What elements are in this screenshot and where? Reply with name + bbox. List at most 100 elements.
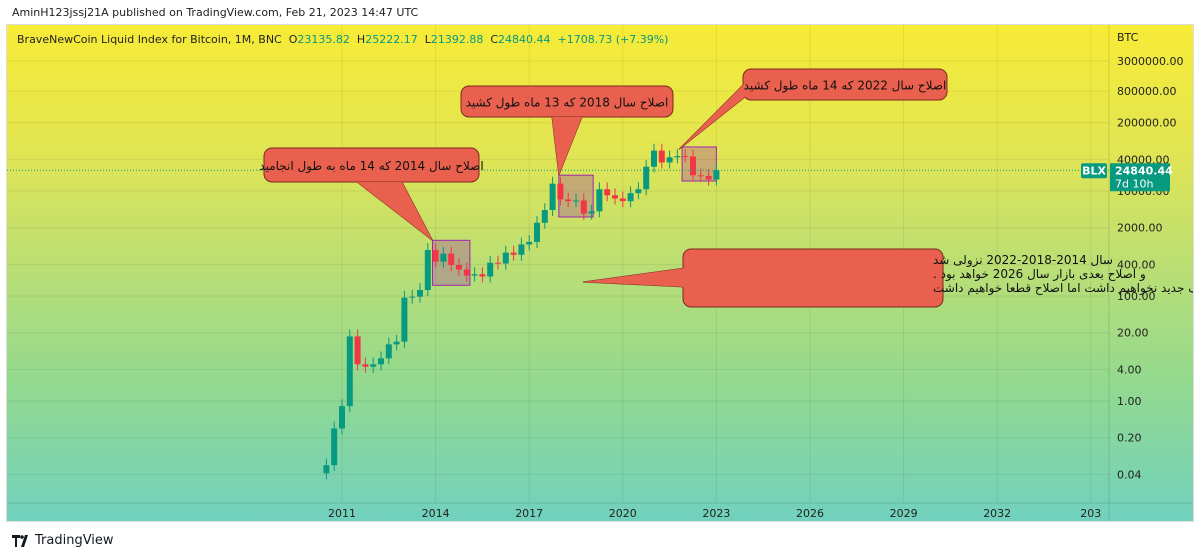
callout-text: و اصلاح بعدی بازار سال 2026 خواهد بود .: [933, 267, 1146, 282]
candle-body: [682, 156, 689, 158]
callout-annotation: اصلاح سال 2014 که 14 ماه به طول انجامید: [259, 147, 484, 241]
symbol-badge-text: BLX: [1082, 164, 1106, 177]
callout-annotation: سال 2014-2018-2022 نزولی شدو اصلاح بعدی …: [582, 248, 1194, 308]
candle-body: [596, 189, 603, 212]
candle-body: [487, 262, 494, 277]
legend-title: BraveNewCoin Liquid Index for Bitcoin, 1…: [17, 33, 282, 46]
y-tick-label: 2000.00: [1117, 222, 1163, 235]
candle-body: [573, 200, 579, 202]
callout-box: [682, 248, 944, 308]
candle-body: [604, 189, 611, 196]
x-tick-label: 2032: [983, 507, 1011, 520]
callout-annotation: اصلاح سال 2022 که 14 ماه طول کشید: [678, 68, 948, 150]
candle-body: [510, 252, 517, 255]
candle-body: [502, 252, 509, 264]
candle-body: [346, 336, 353, 407]
candle-body: [565, 199, 572, 202]
x-tick-label: 2026: [796, 507, 824, 520]
y-tick-label: 0.20: [1117, 432, 1142, 445]
candle-body: [479, 274, 486, 277]
candle-body: [401, 297, 408, 342]
candle-body: [705, 175, 712, 180]
callout-annotation: اصلاح سال 2018 که 13 ماه طول کشید: [460, 85, 674, 176]
callout-pointer-fill: [678, 83, 745, 150]
x-tick-label: 2017: [515, 507, 543, 520]
candle-body: [393, 341, 400, 345]
candle-body: [518, 244, 525, 255]
price-badge-box: [1110, 163, 1170, 192]
open-label: O: [288, 33, 298, 46]
candle-body: [580, 200, 587, 214]
y-tick-label: 100.00: [1117, 290, 1156, 303]
x-tick-label: 2029: [890, 507, 918, 520]
close-value: 24840.44: [498, 33, 551, 46]
callout-text: اصلاح سال 2022 که 14 ماه طول کشید: [744, 79, 947, 94]
low-label: L: [424, 33, 431, 46]
y-tick-label: 40000.00: [1117, 153, 1170, 166]
candle-body: [448, 253, 455, 265]
candle-body: [417, 290, 423, 297]
low-value: 21392.88: [430, 33, 484, 46]
candle-body: [323, 465, 330, 474]
candle-body: [526, 241, 533, 245]
chart-legend: BraveNewCoin Liquid Index for Bitcoin, 1…: [17, 33, 668, 46]
x-tick-label: 2020: [609, 507, 637, 520]
callout-pointer-fill: [552, 117, 582, 176]
candle-body: [370, 364, 377, 367]
price-badge-countdown: 7d 10h: [1115, 177, 1153, 190]
candle-body: [658, 150, 665, 163]
x-tick-label: 2014: [422, 507, 450, 520]
chart-frame[interactable]: 3000000.00 800000.00 200000.00 40000.00 1000…: [6, 24, 1194, 522]
candle-body: [440, 253, 447, 262]
candle-body: [463, 269, 470, 276]
x-tick-label: 2023: [702, 507, 730, 520]
y-tick-label: 1.00: [1117, 395, 1142, 408]
candle-body: [378, 358, 384, 365]
callout-text: اصلاح سال 2014 که 14 ماه به طول انجامید: [259, 159, 483, 174]
candle-body: [339, 406, 345, 429]
y-tick-label: 4.00: [1117, 363, 1142, 376]
callout-pointer-fill: [357, 182, 433, 241]
callout-text: اصلاح سال 2018 که 13 ماه طول کشید: [466, 96, 669, 111]
callout-text: سال 2014-2018-2022 نزولی شد: [933, 253, 1113, 268]
y-tick-label: 400.00: [1117, 258, 1156, 271]
chart-canvas[interactable]: 3000000.00800000.00200000.0040000.001000…: [7, 25, 1194, 522]
candle-body: [534, 222, 540, 242]
y-tick-label: 20.00: [1117, 327, 1149, 340]
y-tick-label: 800000.00: [1117, 85, 1177, 98]
x-tick-label: 2011: [328, 507, 356, 520]
y-tick-label: 0.04: [1117, 468, 1142, 481]
candle-body: [424, 250, 431, 291]
candle-body: [409, 296, 416, 298]
candle-body: [432, 250, 439, 262]
candle-body: [674, 156, 681, 158]
candle-body: [385, 344, 392, 359]
symbol-badge: [1081, 163, 1107, 179]
callout-pointer-fill: [583, 268, 685, 287]
y-tick-label: 200000.00: [1117, 117, 1177, 130]
candle-body: [549, 183, 556, 211]
high-label: H: [356, 33, 366, 46]
candle-body: [619, 198, 626, 202]
candle-body: [666, 157, 673, 163]
candle-body: [495, 262, 501, 264]
candle-body: [627, 193, 634, 202]
candle-body: [651, 150, 657, 167]
open-value: 23135.82: [297, 33, 350, 46]
footer-brand: TradingView: [35, 533, 114, 548]
candle-body: [635, 189, 642, 194]
candle-body: [456, 264, 462, 270]
y-tick-label: 3000000.00: [1117, 55, 1183, 68]
callout-box: [742, 68, 948, 101]
candle-body: [471, 274, 478, 276]
callout-text: کف جدید نخواهیم داشت اما اصلاح قطعا خواه…: [933, 281, 1194, 296]
publisher-line: AminH123jssj21A published on TradingView…: [12, 6, 419, 19]
tradingview-logo-icon: [12, 534, 28, 547]
candle-body: [588, 211, 595, 214]
candle-body: [362, 364, 369, 367]
close-label: C: [490, 33, 499, 46]
high-value: 25222.17: [365, 33, 418, 46]
tradingview-logo[interactable]: TradingView: [12, 533, 114, 548]
change-value: +1708.73 (+7.39%): [557, 33, 669, 46]
